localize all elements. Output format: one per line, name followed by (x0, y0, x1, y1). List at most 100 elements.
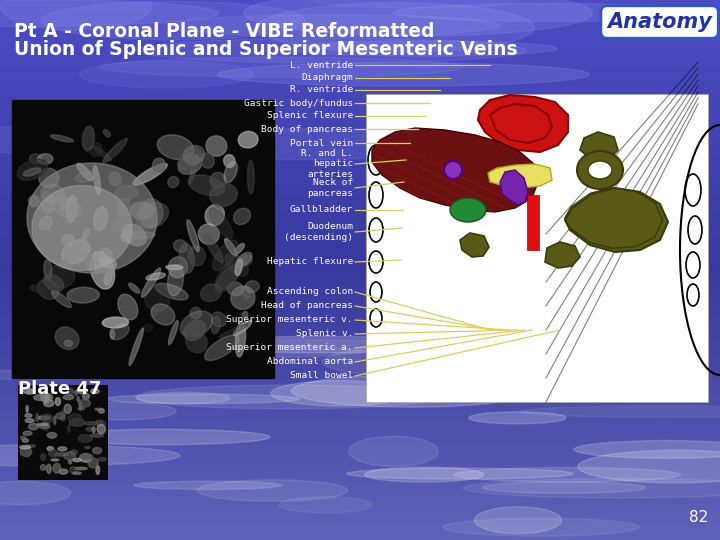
Polygon shape (545, 242, 580, 268)
Bar (0, 315, 720, 316)
Ellipse shape (189, 154, 198, 184)
Bar (0, 305, 720, 306)
Ellipse shape (26, 445, 35, 447)
Bar (0, 308, 720, 309)
Ellipse shape (138, 38, 526, 63)
Bar (0, 197, 720, 198)
Bar (0, 74, 720, 75)
Bar (0, 89, 720, 90)
Bar (0, 264, 720, 265)
Ellipse shape (186, 331, 207, 353)
Bar (0, 472, 720, 473)
Ellipse shape (235, 321, 246, 357)
Text: Body of pancreas: Body of pancreas (261, 125, 353, 133)
Bar (0, 88, 720, 89)
Bar (0, 193, 720, 194)
Ellipse shape (109, 172, 121, 186)
Bar (0, 436, 720, 437)
Bar (0, 109, 720, 110)
Ellipse shape (25, 418, 34, 422)
Ellipse shape (168, 177, 179, 187)
Ellipse shape (313, 0, 519, 8)
Bar (0, 21, 720, 22)
Bar (0, 321, 720, 322)
Bar (0, 295, 720, 296)
Bar (0, 44, 720, 45)
Bar (0, 451, 720, 452)
Bar (0, 488, 720, 489)
Polygon shape (460, 233, 489, 257)
Bar (0, 310, 720, 311)
Bar (0, 522, 720, 523)
Bar (0, 298, 720, 299)
Ellipse shape (22, 439, 29, 442)
Bar (0, 397, 720, 398)
Bar (0, 217, 720, 218)
Bar (0, 343, 720, 344)
Ellipse shape (34, 395, 48, 401)
Bar (0, 292, 720, 293)
Ellipse shape (219, 324, 248, 338)
Bar (0, 211, 720, 212)
Ellipse shape (233, 321, 252, 336)
Bar (0, 330, 720, 331)
Bar (0, 323, 720, 324)
Bar (0, 168, 720, 169)
Ellipse shape (62, 240, 90, 264)
Bar (0, 317, 720, 318)
Ellipse shape (83, 393, 89, 400)
Bar (0, 2, 720, 3)
Ellipse shape (96, 421, 103, 426)
Ellipse shape (144, 324, 153, 332)
Bar (0, 412, 720, 413)
Bar (0, 376, 720, 377)
Bar (0, 283, 720, 284)
Bar (0, 156, 720, 157)
Ellipse shape (182, 336, 459, 353)
Ellipse shape (215, 260, 238, 293)
Bar (0, 170, 720, 171)
Bar (0, 528, 720, 529)
Bar (0, 30, 720, 31)
Bar (0, 70, 720, 71)
Ellipse shape (39, 168, 59, 187)
Bar (0, 435, 720, 436)
Ellipse shape (292, 375, 534, 407)
Bar (0, 379, 720, 380)
Bar (0, 107, 720, 108)
Bar (0, 478, 720, 479)
Bar (0, 449, 720, 450)
Bar (0, 373, 720, 374)
Ellipse shape (574, 441, 720, 458)
Bar (0, 45, 720, 46)
Bar (0, 382, 720, 383)
Bar (0, 370, 720, 371)
Bar (0, 457, 720, 458)
Bar (0, 56, 720, 57)
Bar (0, 26, 720, 27)
Bar (0, 531, 720, 532)
Bar (0, 392, 720, 393)
Ellipse shape (70, 418, 84, 426)
Bar (0, 257, 720, 258)
Bar (0, 13, 720, 14)
Ellipse shape (79, 401, 81, 410)
Ellipse shape (140, 199, 163, 227)
Text: Union of Splenic and Superior Mesenteric Veins: Union of Splenic and Superior Mesenteric… (14, 40, 518, 59)
Bar (0, 489, 720, 490)
Ellipse shape (62, 234, 74, 245)
Bar (0, 311, 720, 312)
Bar (0, 452, 720, 453)
Bar (0, 410, 720, 411)
Bar (0, 445, 720, 446)
Ellipse shape (94, 165, 101, 194)
Bar (0, 521, 720, 522)
Polygon shape (500, 170, 528, 205)
Bar (0, 350, 720, 351)
Bar (0, 82, 720, 83)
Ellipse shape (111, 141, 125, 157)
Ellipse shape (686, 252, 700, 278)
Ellipse shape (88, 458, 98, 468)
Bar (0, 411, 720, 412)
Bar (0, 57, 720, 58)
